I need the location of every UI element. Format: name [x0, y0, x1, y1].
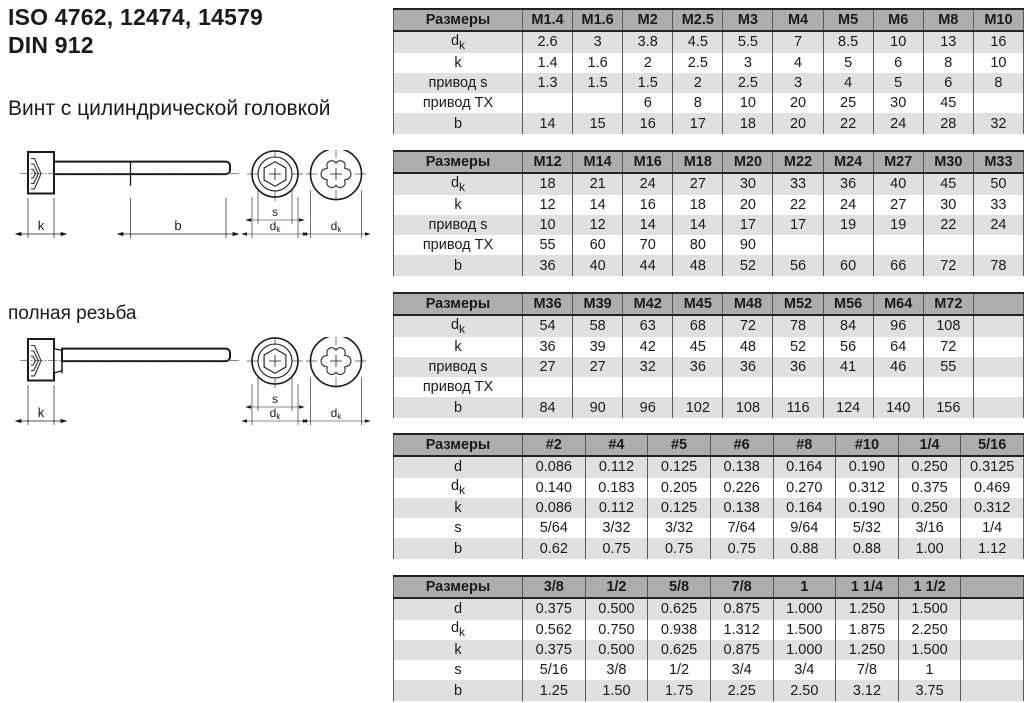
svg-text:b: b	[174, 218, 181, 233]
svg-text:k: k	[38, 405, 45, 420]
svg-text:dk: dk	[331, 219, 343, 234]
svg-text:k: k	[38, 218, 45, 233]
svg-text:s: s	[272, 392, 278, 406]
svg-text:dk: dk	[270, 406, 282, 421]
svg-text:dk: dk	[270, 219, 282, 234]
svg-text:dk: dk	[331, 406, 343, 421]
svg-text:s: s	[272, 205, 278, 219]
